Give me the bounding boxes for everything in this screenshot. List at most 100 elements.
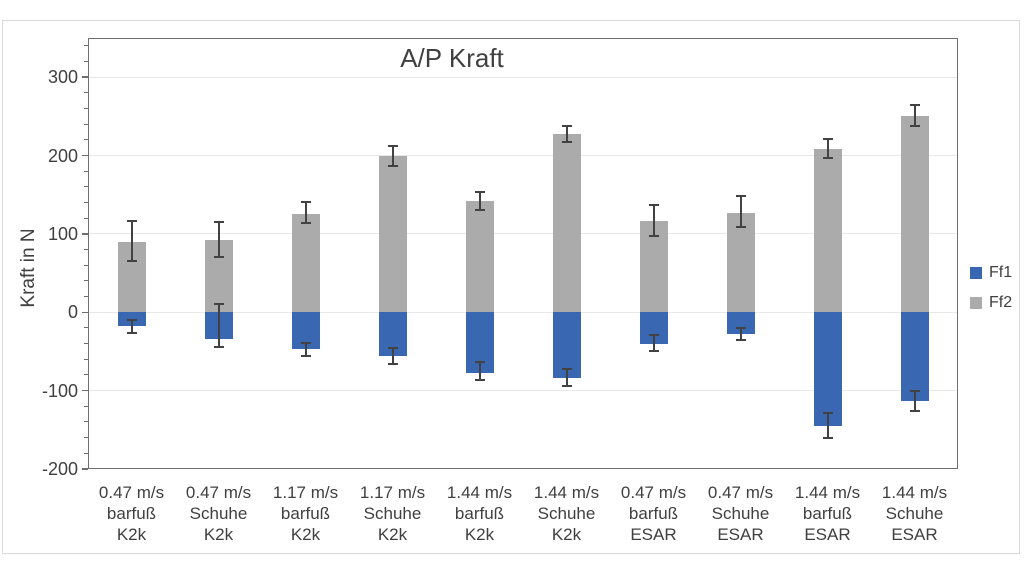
category-label-2: 0.47 m/s Schuhe K2k: [185, 483, 252, 544]
category-label-10: 1.44 m/s Schuhe ESAR: [881, 483, 948, 544]
error-bar-ff2-8: [739, 196, 742, 227]
y-minor-tick: [84, 358, 88, 360]
error-cap-top: [648, 333, 659, 336]
y-major-tick--200: [82, 468, 88, 470]
y-major-tick--100: [82, 389, 88, 392]
error-bar-ff2-2: [217, 222, 220, 258]
y-minor-tick: [84, 45, 88, 47]
category-label-7: 0.47 m/s barfuß ESAR: [620, 483, 687, 544]
error-bar-ff1-8: [739, 327, 742, 340]
error-bar-ff1-3: [304, 342, 307, 357]
error-cap-bottom: [822, 437, 833, 440]
category-label-9: 1.44 m/s barfuß ESAR: [794, 483, 861, 544]
legend: Ff1 Ff2: [970, 264, 1012, 324]
error-bar-ff1-9: [826, 413, 829, 439]
error-cap-top: [735, 326, 746, 329]
error-cap-top: [387, 145, 398, 148]
gridline-200: [88, 155, 958, 157]
y-minor-tick: [84, 202, 88, 204]
error-cap-top: [909, 389, 920, 392]
error-cap-bottom: [822, 156, 833, 159]
legend-swatch-ff1-icon: [970, 267, 982, 279]
y-minor-tick: [84, 139, 88, 141]
error-cap-bottom: [561, 141, 572, 144]
bar-ff2-3: [291, 213, 320, 313]
error-cap-top: [909, 104, 920, 107]
error-bar-ff1-4: [391, 347, 394, 364]
error-bar-ff1-10: [913, 390, 916, 411]
error-cap-top: [300, 341, 311, 344]
error-cap-top: [648, 203, 659, 206]
y-minor-tick: [84, 92, 88, 94]
error-cap-top: [474, 360, 485, 363]
error-bar-ff2-5: [478, 192, 481, 210]
error-bar-ff2-9: [826, 139, 829, 158]
category-label-6: 1.44 m/s Schuhe K2k: [533, 483, 600, 544]
y-tick-label--200: -200: [41, 459, 78, 479]
error-cap-top: [213, 303, 224, 306]
error-cap-bottom: [213, 256, 224, 259]
bar-ff2-6: [552, 134, 581, 313]
y-minor-tick: [84, 327, 88, 329]
bar-ff1-8: [726, 312, 755, 335]
error-bar-ff1-6: [565, 368, 568, 386]
y-major-tick-0: [82, 311, 88, 314]
error-cap-bottom: [126, 259, 137, 262]
error-cap-bottom: [735, 338, 746, 341]
error-bar-ff1-1: [130, 320, 133, 333]
error-cap-bottom: [300, 355, 311, 358]
plot-area-border: [88, 38, 958, 469]
error-cap-bottom: [387, 362, 398, 365]
error-bar-ff2-4: [391, 146, 394, 166]
y-tick-label--100: -100: [41, 380, 78, 401]
y-minor-tick: [84, 452, 88, 454]
error-cap-top: [822, 412, 833, 415]
error-bar-ff2-6: [565, 125, 568, 143]
y-minor-tick: [84, 296, 88, 298]
y-minor-tick: [84, 421, 88, 423]
gridline-0: [88, 311, 958, 313]
bar-ff2-10: [900, 116, 929, 313]
error-cap-bottom: [474, 208, 485, 211]
category-label-8: 0.47 m/s Schuhe ESAR: [707, 483, 774, 544]
error-cap-bottom: [909, 410, 920, 412]
error-bar-ff2-10: [913, 105, 916, 126]
y-tick-label-100: 100: [47, 223, 78, 244]
error-cap-bottom: [387, 164, 398, 167]
error-cap-bottom: [648, 235, 659, 238]
error-cap-top: [561, 124, 572, 127]
y-minor-tick: [84, 186, 88, 188]
y-minor-tick: [84, 343, 88, 345]
error-cap-bottom: [648, 350, 659, 353]
error-bar-ff2-1: [130, 220, 133, 261]
y-minor-tick: [84, 170, 88, 172]
y-tick-label-300: 300: [47, 67, 78, 88]
bar-ff1-10: [900, 312, 929, 401]
error-cap-top: [213, 221, 224, 224]
error-cap-bottom: [561, 384, 572, 387]
error-cap-top: [126, 319, 137, 322]
y-minor-tick: [84, 61, 88, 62]
error-cap-top: [387, 346, 398, 349]
error-cap-top: [474, 191, 485, 194]
y-minor-tick: [84, 374, 88, 376]
y-major-tick-300: [82, 76, 88, 78]
y-tick-label-0: 0: [67, 302, 78, 323]
error-cap-bottom: [474, 379, 485, 382]
category-label-3: 1.17 m/s barfuß K2k: [272, 483, 339, 544]
error-bar-ff2-3: [304, 201, 307, 223]
y-minor-tick: [84, 280, 88, 282]
gridline-300: [88, 76, 958, 78]
y-minor-tick: [84, 108, 88, 110]
error-cap-bottom: [735, 225, 746, 228]
legend-swatch-ff2-icon: [970, 297, 982, 309]
chart-canvas: [2, 20, 1020, 554]
error-cap-top: [300, 200, 311, 203]
bar-ff1-6: [552, 312, 581, 379]
legend-item-ff2: Ff2: [970, 294, 1012, 312]
bar-ff2-9: [813, 149, 842, 313]
error-cap-bottom: [126, 331, 137, 334]
gridline-100: [88, 233, 958, 235]
y-minor-tick: [84, 249, 88, 251]
bar-ff2-8: [726, 212, 755, 313]
